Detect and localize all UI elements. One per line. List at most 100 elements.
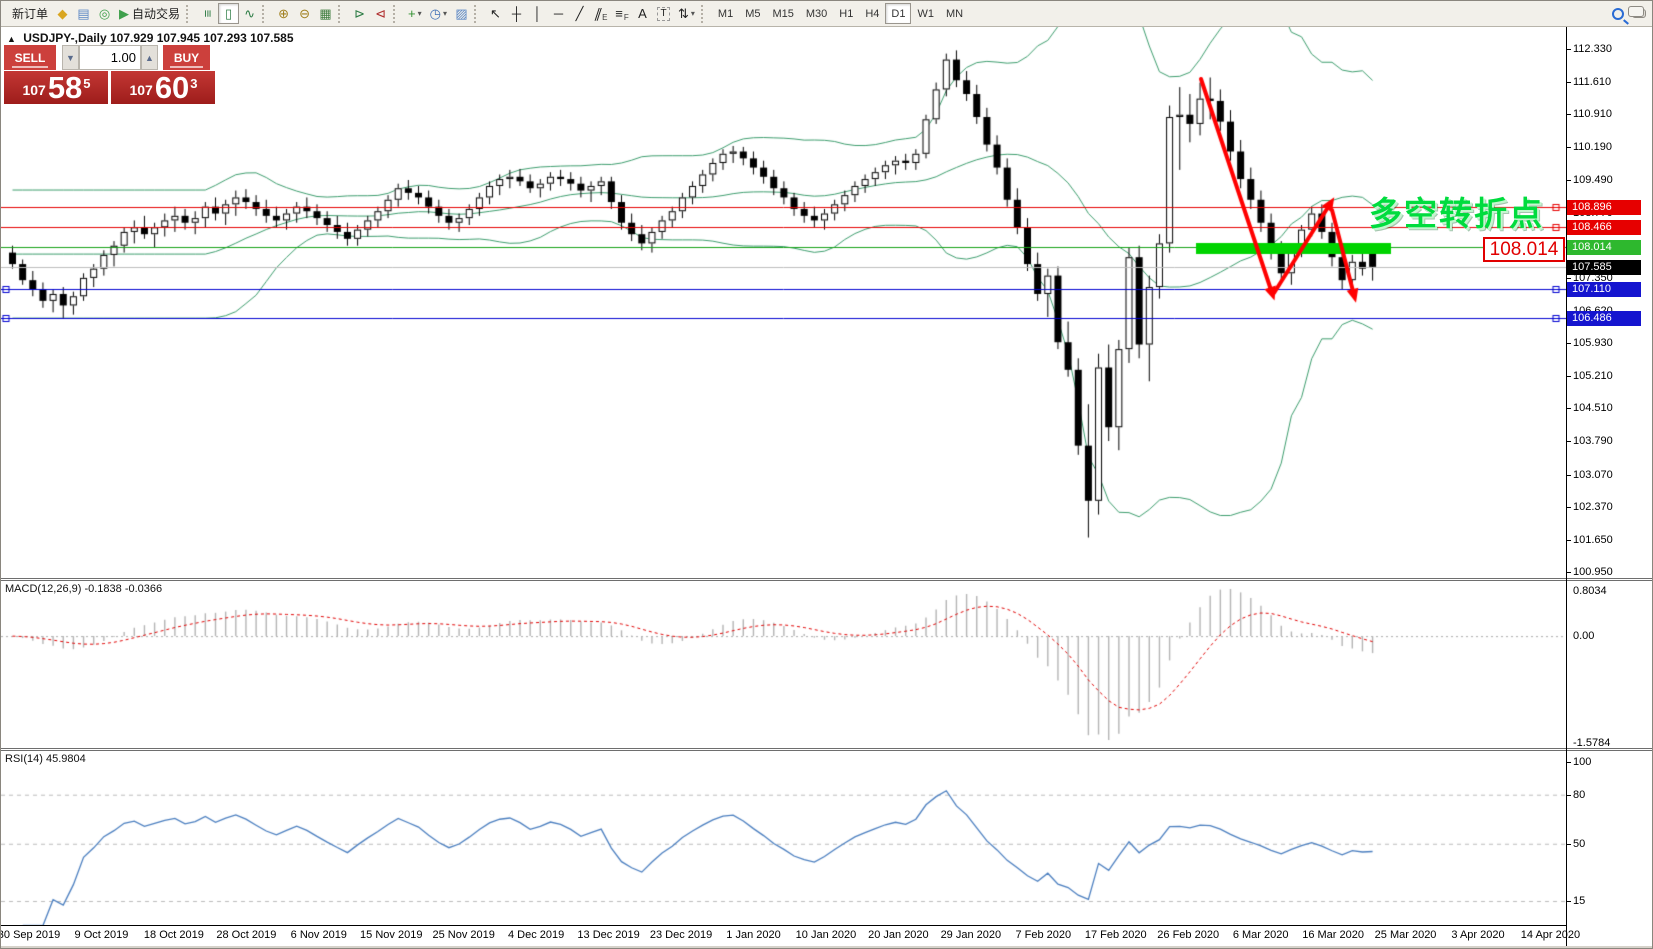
price-tick-mark [1566, 539, 1571, 541]
collapse-panel-icon[interactable]: ▲ [7, 34, 16, 44]
time-axis-label: 6 Mar 2020 [1232, 929, 1289, 941]
rsi-tick-mark [1566, 900, 1571, 902]
time-axis-label: 30 Sep 2019 [0, 929, 61, 941]
template-icon[interactable]: ▨ [455, 5, 468, 21]
pane-divider[interactable] [1, 748, 1652, 751]
sell-button[interactable]: SELL [4, 45, 56, 70]
time-axis-label: 14 Apr 2020 [1520, 929, 1581, 941]
volume-input[interactable] [79, 45, 141, 70]
buy-price-button[interactable]: 107 60 3 [111, 71, 215, 104]
sell-price-big: 58 [47, 70, 83, 105]
tf-m5-button[interactable]: M5 [745, 7, 761, 20]
time-axis-border [1, 925, 1566, 926]
line-chart-icon[interactable]: ∿ [244, 5, 255, 21]
time-axis-label: 6 Nov 2019 [290, 929, 347, 941]
time-axis-label: 13 Dec 2019 [577, 929, 640, 941]
price-tick-mark [1566, 408, 1571, 410]
autotrading-button[interactable]: ▶ 自动交易 [119, 5, 181, 22]
tf-h4-button[interactable]: H4 [865, 7, 880, 20]
price-tick-label: 112.330 [1573, 43, 1612, 55]
pane-divider[interactable] [1, 578, 1652, 581]
one-click-trading-panel: SELL ▼ ▲ BUY 107 58 5 107 60 3 [4, 45, 215, 104]
tf-w1-button[interactable]: W1 [917, 7, 934, 20]
tile-windows-icon[interactable]: ▦ [319, 5, 332, 21]
bar-chart-icon[interactable]: ≡ [200, 9, 216, 18]
label-icon[interactable]: T [653, 3, 674, 24]
buy-button[interactable]: BUY [163, 45, 210, 70]
tf-h1-button[interactable]: H1 [839, 7, 854, 20]
price-tick-label: 105.930 [1573, 337, 1613, 350]
price-tick-label: 103.790 [1573, 435, 1613, 448]
price-tick-label: 105.210 [1573, 370, 1613, 383]
macd-axis-label: 0.00 [1573, 630, 1595, 643]
rsi-label: RSI(14) 45.9804 [5, 753, 86, 765]
arrows-icon[interactable]: ⇅ ▾ [678, 5, 695, 21]
trendline-icon[interactable]: ╱ [575, 5, 584, 21]
buy-price-big: 60 [154, 70, 190, 105]
new-order-button[interactable]: 新订单 [12, 7, 49, 21]
text-icon[interactable]: A [638, 6, 647, 21]
sell-price-handle: 107 [22, 82, 46, 98]
price-tick-label: 101.650 [1573, 533, 1613, 546]
price-level-badge: 107.110 [1567, 281, 1641, 297]
price-tick-label: 109.490 [1573, 173, 1613, 186]
price-level-badge: 106.486 [1567, 310, 1641, 326]
horizontal-line-icon[interactable]: ─ [553, 6, 564, 21]
buy-price-pip: 3 [190, 76, 198, 91]
time-axis-label: 26 Feb 2020 [1157, 929, 1220, 941]
volume-decrease-button[interactable]: ▼ [62, 45, 79, 70]
channel-icon[interactable]: ∥ E [592, 5, 608, 23]
price-tick-label: 110.190 [1573, 141, 1612, 154]
volume-increase-button[interactable]: ▲ [141, 45, 158, 70]
rsi-axis-label: 80 [1573, 788, 1586, 801]
main-toolbar: 新订单 ◆ ▤ ◎ ▶ 自动交易 ≡ ▯ ∿ ⊕ ⊖ ▦ ⊳ ⊲ + ▾ ◷ ▾ ▨ ↖ ┼ │ ─ ╱ ∥ E ≡ F A T ⇅ ▾ M1 M… [1, 1, 1652, 27]
price-tick-mark [1566, 179, 1571, 181]
fibonacci-icon[interactable]: ≡ F [615, 6, 629, 22]
time-axis-label: 25 Nov 2019 [432, 929, 495, 941]
toolbar-separator [338, 4, 345, 23]
zoom-in-icon[interactable]: ⊕ [278, 5, 289, 21]
time-axis-label: 3 Apr 2020 [1451, 929, 1505, 941]
crosshair-icon[interactable]: ┼ [511, 6, 522, 21]
price-tick-label: 102.370 [1573, 500, 1613, 513]
tf-mn-button[interactable]: MN [945, 7, 964, 20]
main-chart-canvas[interactable] [1, 27, 1566, 578]
chart-shift-icon[interactable]: ⊲ [375, 5, 386, 21]
toolbar-separator [262, 4, 269, 23]
profiles-clock-icon[interactable]: ◷ ▾ [429, 5, 447, 21]
tf-m15-button[interactable]: M15 [772, 7, 794, 20]
history-center-icon[interactable]: ◆ [57, 5, 68, 21]
market-watch-icon[interactable]: ▤ [77, 5, 90, 21]
tf-m30-button[interactable]: M30 [805, 7, 828, 20]
price-tick-mark [1566, 441, 1571, 443]
rsi-pane-canvas[interactable] [1, 751, 1566, 925]
toolbar-separator [186, 4, 193, 23]
cursor-icon[interactable]: ↖ [490, 5, 501, 21]
price-tick-label: 104.510 [1573, 402, 1613, 415]
price-level-badge: 108.896 [1567, 199, 1641, 215]
sell-price-button[interactable]: 107 58 5 [4, 71, 108, 104]
tf-m1-button[interactable]: M1 [717, 7, 734, 20]
auto-scroll-icon[interactable]: ⊳ [354, 5, 365, 21]
price-tick-mark [1566, 343, 1571, 345]
price-tick-label: 111.610 [1573, 76, 1612, 89]
price-tick-mark [1566, 506, 1571, 508]
candlestick-chart-icon[interactable]: ▯ [218, 3, 240, 24]
zoom-out-icon[interactable]: ⊖ [299, 5, 310, 21]
time-axis-label: 4 Dec 2019 [508, 929, 565, 941]
symbol-title: USDJPY-,Daily [23, 31, 107, 45]
time-axis-label: 1 Jan 2020 [726, 929, 781, 941]
vertical-line-icon[interactable]: │ [533, 6, 542, 21]
rsi-axis-label: 50 [1573, 837, 1586, 850]
price-tick-label: 100.950 [1573, 566, 1613, 579]
time-axis-label: 28 Oct 2019 [216, 929, 277, 941]
tf-d1-button[interactable]: D1 [885, 3, 912, 24]
search-icon[interactable] [1607, 3, 1628, 24]
chat-icon[interactable] [1628, 3, 1650, 24]
time-axis-label: 17 Feb 2020 [1084, 929, 1147, 941]
time-axis-label: 23 Dec 2019 [649, 929, 713, 941]
signals-icon[interactable]: ◎ [98, 5, 111, 21]
new-chart-icon[interactable]: + ▾ [408, 6, 422, 21]
macd-pane-canvas[interactable] [1, 581, 1566, 748]
